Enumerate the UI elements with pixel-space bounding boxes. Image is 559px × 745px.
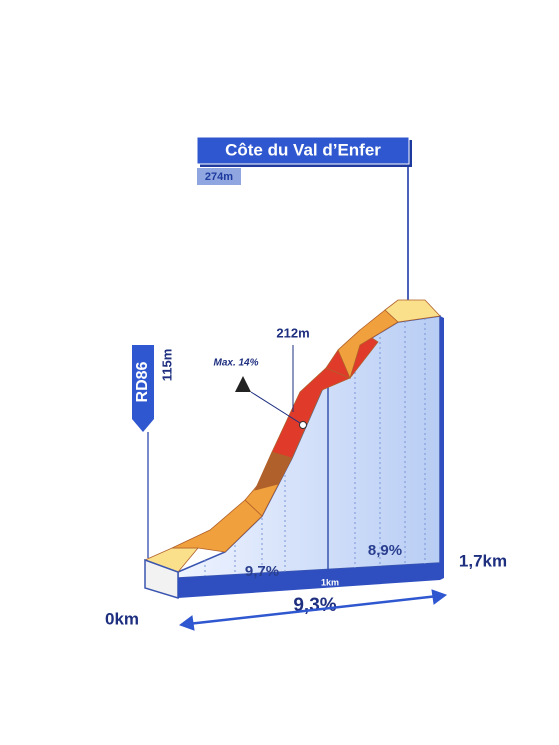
max-gradient: Max. 14% xyxy=(213,358,258,369)
end-distance: 1,7km xyxy=(459,551,507,570)
start-distance: 0km xyxy=(105,609,139,628)
base-strip xyxy=(178,563,440,598)
max-icon xyxy=(235,376,251,392)
road-box xyxy=(132,345,154,419)
profile-dashes xyxy=(204,318,426,576)
distance-arrow xyxy=(178,589,448,631)
max-point xyxy=(299,421,307,429)
altitude-box xyxy=(197,168,241,185)
title: Côte du Val d’Enfer xyxy=(225,140,381,159)
profile-ribbon xyxy=(143,299,441,573)
summit-altitude: 274m xyxy=(205,171,233,183)
average-gradient: 9,3% xyxy=(293,595,336,616)
segment-gradient: 8,9% xyxy=(368,542,402,559)
km-marker: 1km xyxy=(321,577,339,587)
max-line xyxy=(250,391,301,424)
title-box xyxy=(196,136,410,165)
right-wall xyxy=(440,316,444,580)
road-arrow xyxy=(132,419,154,432)
start-altitude: 115m xyxy=(159,349,174,382)
segment-gradient: 9,7% xyxy=(245,563,279,580)
road: RD86 xyxy=(134,361,151,402)
mid-altitude: 212m xyxy=(276,325,309,340)
